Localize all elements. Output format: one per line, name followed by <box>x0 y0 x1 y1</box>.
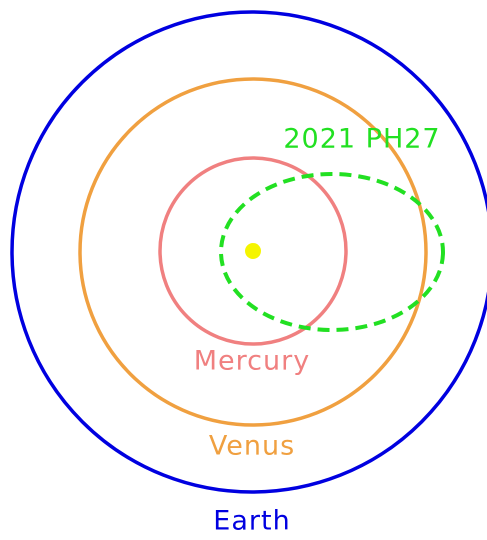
venus-orbit <box>78 77 428 427</box>
earth-label: Earth <box>213 506 290 537</box>
sun <box>245 243 261 259</box>
asteroid-orbit <box>219 172 445 332</box>
venus-label: Venus <box>209 431 295 462</box>
earth-orbit <box>10 10 487 494</box>
asteroid-label: 2021 PH27 <box>283 124 440 155</box>
mercury-orbit <box>158 156 348 346</box>
mercury-label: Mercury <box>194 346 310 377</box>
